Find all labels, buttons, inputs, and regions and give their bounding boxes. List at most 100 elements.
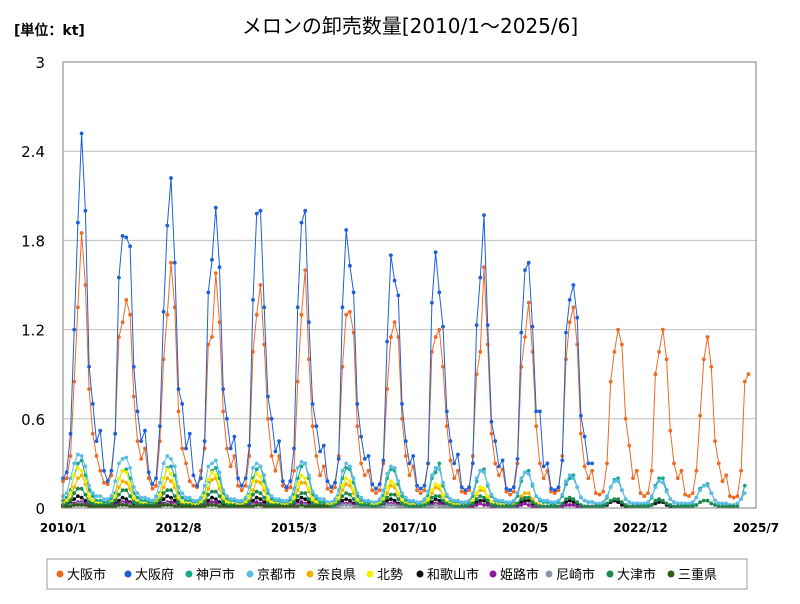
- data-point: [724, 473, 729, 478]
- data-point: [180, 504, 185, 509]
- data-point: [154, 483, 159, 488]
- data-point: [299, 495, 304, 500]
- data-point: [713, 503, 717, 507]
- data-point: [232, 434, 237, 439]
- data-point: [83, 479, 88, 484]
- data-point: [672, 461, 676, 466]
- data-point: [433, 482, 438, 487]
- data-point: [362, 457, 367, 461]
- data-point: [582, 504, 587, 509]
- data-point: [210, 477, 214, 482]
- data-point: [247, 443, 252, 448]
- data-point: [239, 498, 244, 503]
- data-point: [564, 503, 568, 507]
- data-point: [269, 504, 274, 509]
- data-point: [269, 500, 274, 504]
- data-point: [146, 476, 151, 481]
- data-point: [251, 498, 255, 503]
- data-point: [251, 298, 255, 302]
- data-point: [79, 131, 84, 136]
- data-point: [158, 424, 162, 429]
- data-point: [586, 461, 591, 466]
- data-point: [225, 500, 229, 504]
- legend-marker: [606, 570, 614, 578]
- data-point: [508, 500, 512, 504]
- data-point: [225, 504, 229, 509]
- data-point: [575, 500, 580, 504]
- data-point: [403, 498, 408, 503]
- data-point: [262, 473, 267, 478]
- data-point: [128, 482, 133, 487]
- data-point: [396, 479, 401, 484]
- data-point: [124, 500, 129, 504]
- data-point: [389, 479, 393, 484]
- data-point: [169, 488, 173, 493]
- data-point: [254, 489, 259, 494]
- data-point: [161, 503, 166, 507]
- data-point: [690, 504, 695, 509]
- data-point: [709, 364, 714, 369]
- data-point: [254, 467, 259, 472]
- data-point: [172, 504, 177, 509]
- data-point: [165, 312, 170, 317]
- data-point: [474, 503, 479, 507]
- data-point: [485, 323, 490, 327]
- data-point: [299, 312, 304, 317]
- data-point: [288, 495, 293, 500]
- data-point: [608, 485, 613, 490]
- data-point: [131, 485, 136, 490]
- data-point: [355, 424, 360, 429]
- data-point: [519, 500, 524, 504]
- data-point: [180, 491, 185, 495]
- data-point: [724, 501, 729, 506]
- data-point: [150, 486, 155, 491]
- data-point: [638, 501, 643, 506]
- data-point: [146, 470, 151, 475]
- data-point: [497, 464, 501, 469]
- data-point: [441, 324, 445, 329]
- data-point: [146, 500, 151, 504]
- data-point: [437, 498, 442, 503]
- data-point: [564, 479, 568, 484]
- data-point: [243, 476, 248, 481]
- data-point: [83, 473, 88, 478]
- data-point: [117, 461, 121, 466]
- data-point: [433, 335, 438, 339]
- data-point: [541, 464, 546, 469]
- data-point: [158, 504, 162, 509]
- data-point: [64, 476, 69, 481]
- data-point: [303, 461, 308, 466]
- data-point: [646, 500, 650, 504]
- data-point: [355, 501, 360, 506]
- data-point: [653, 498, 658, 503]
- data-point: [523, 501, 527, 506]
- data-point: [344, 482, 349, 487]
- data-point: [459, 489, 464, 494]
- gridlines: [63, 150, 756, 420]
- data-point: [701, 498, 706, 503]
- data-point: [556, 504, 561, 509]
- data-point: [202, 439, 207, 443]
- data-point: [534, 494, 539, 498]
- data-point: [526, 260, 531, 265]
- data-point: [318, 473, 322, 478]
- data-point: [675, 504, 680, 509]
- data-point: [519, 330, 524, 335]
- data-point: [329, 485, 334, 490]
- data-point: [500, 498, 505, 503]
- data-point: [299, 473, 304, 478]
- data-point: [307, 357, 311, 362]
- data-point: [675, 476, 680, 481]
- series-10: [61, 503, 330, 509]
- data-point: [76, 486, 80, 491]
- data-point: [124, 488, 129, 493]
- data-point: [597, 504, 602, 509]
- data-point: [415, 504, 419, 509]
- data-point: [221, 500, 226, 504]
- data-point: [467, 498, 471, 503]
- data-point: [538, 409, 542, 414]
- data-point: [616, 327, 620, 332]
- data-point: [340, 503, 345, 507]
- data-point: [318, 504, 322, 509]
- data-point: [370, 500, 375, 504]
